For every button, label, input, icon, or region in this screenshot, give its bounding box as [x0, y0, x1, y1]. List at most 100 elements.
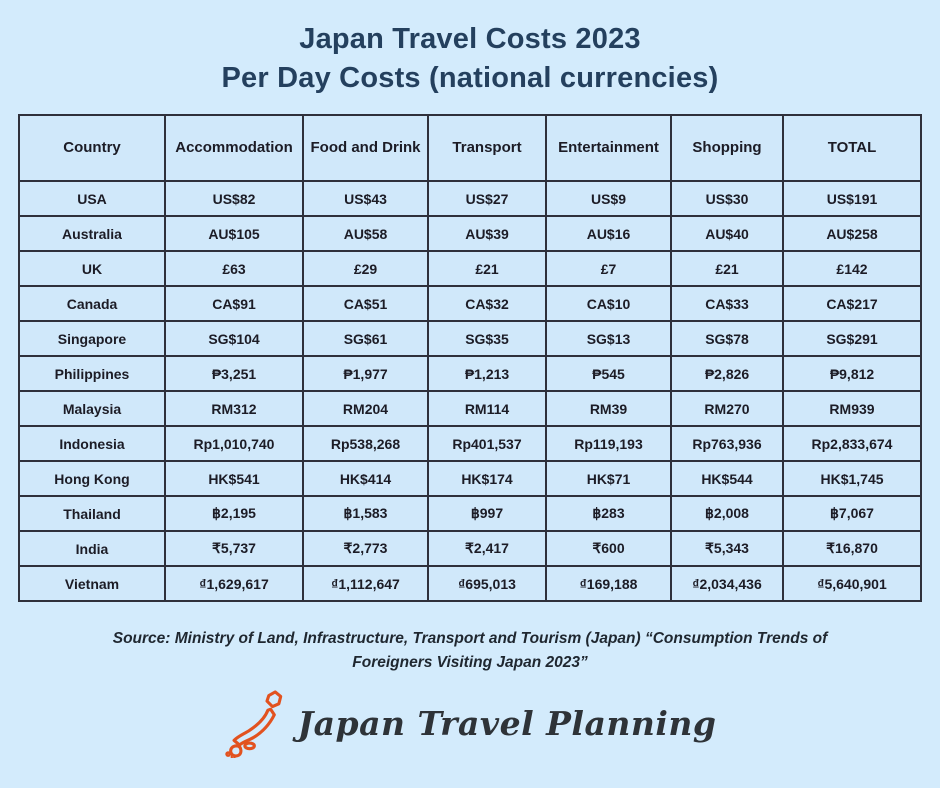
country-cell: Australia [18, 215, 166, 253]
value-cell: ₱1,213 [427, 355, 547, 393]
value-cell: SG$291 [782, 320, 922, 358]
value-cell: ₱1,977 [302, 355, 429, 393]
value-cell: Rp1,010,740 [164, 425, 304, 463]
value-cell: Rp763,936 [670, 425, 784, 463]
country-cell: Canada [18, 285, 166, 323]
page-title: Japan Travel Costs 2023 Per Day Costs (n… [0, 0, 940, 97]
value-cell: CA$217 [782, 285, 922, 323]
value-cell: ₫2,034,436 [670, 565, 784, 603]
column-header: Entertainment [545, 114, 672, 183]
value-cell: HK$541 [164, 460, 304, 498]
logo-text: Japan Travel Planning [297, 703, 717, 743]
column-header: Transport [427, 114, 547, 183]
value-cell: SG$78 [670, 320, 784, 358]
table-row: Philippines ₱3,251 ₱1,977 ₱1,213 ₱545 ₱2,826 ₱… [18, 355, 922, 393]
column-header: Shopping [670, 114, 784, 183]
value-cell: AU$40 [670, 215, 784, 253]
value-cell: AU$105 [164, 215, 304, 253]
value-cell: US$43 [302, 180, 429, 218]
value-cell: ₹2,773 [302, 530, 429, 568]
value-cell: RM270 [670, 390, 784, 428]
value-cell: SG$61 [302, 320, 429, 358]
logo: Japan Travel Planning [0, 688, 940, 759]
value-cell: CA$51 [302, 285, 429, 323]
value-cell: ฿2,195 [164, 495, 304, 533]
column-header: Food and Drink [302, 114, 429, 183]
value-cell: HK$71 [545, 460, 672, 498]
value-cell: RM204 [302, 390, 429, 428]
value-cell: ฿2,008 [670, 495, 784, 533]
value-cell: ₱2,826 [670, 355, 784, 393]
table-row: Hong Kong HK$541 HK$414 HK$174 HK$71 HK$544 HK… [18, 460, 922, 498]
value-cell: ฿283 [545, 495, 672, 533]
page-title-line1: Japan Travel Costs 2023 [299, 23, 641, 55]
value-cell: £21 [670, 250, 784, 288]
value-cell: ₫1,629,617 [164, 565, 304, 603]
value-cell: £142 [782, 250, 922, 288]
column-header: Country [18, 114, 166, 183]
column-header: Accommodation [164, 114, 304, 183]
value-cell: ₫695,013 [427, 565, 547, 603]
country-cell: Hong Kong [18, 460, 166, 498]
country-cell: UK [18, 250, 166, 288]
country-cell: Indonesia [18, 425, 166, 463]
source-note-line1: Source: Ministry of Land, Infrastructure… [112, 630, 828, 648]
value-cell: Rp401,537 [427, 425, 547, 463]
country-cell: Thailand [18, 495, 166, 533]
value-cell: £7 [545, 250, 672, 288]
table-row: USA US$82 US$43 US$27 US$9 US$30 US$191 [18, 180, 922, 218]
value-cell: CA$32 [427, 285, 547, 323]
table-row: Australia AU$105 AU$58 AU$39 AU$16 AU$40 AU$25… [18, 215, 922, 253]
value-cell: ฿7,067 [782, 495, 922, 533]
value-cell: AU$39 [427, 215, 547, 253]
value-cell: CA$10 [545, 285, 672, 323]
value-cell: ₱545 [545, 355, 672, 393]
country-cell: Philippines [18, 355, 166, 393]
value-cell: HK$1,745 [782, 460, 922, 498]
value-cell: ₹5,343 [670, 530, 784, 568]
value-cell: AU$258 [782, 215, 922, 253]
source-note: Source: Ministry of Land, Infrastructure… [50, 627, 890, 675]
table-row: India ₹5,737 ₹2,773 ₹2,417 ₹600 ₹5,343 ₹16,870 [18, 530, 922, 568]
value-cell: £63 [164, 250, 304, 288]
country-cell: Malaysia [18, 390, 166, 428]
value-cell: Rp119,193 [545, 425, 672, 463]
value-cell: RM939 [782, 390, 922, 428]
source-note-line2: Foreigners Visiting Japan 2023” [352, 654, 588, 672]
value-cell: HK$544 [670, 460, 784, 498]
value-cell: SG$104 [164, 320, 304, 358]
value-cell: ₹5,737 [164, 530, 304, 568]
value-cell: ₫1,112,647 [302, 565, 429, 603]
value-cell: ₫5,640,901 [782, 565, 922, 603]
value-cell: SG$35 [427, 320, 547, 358]
country-cell: Singapore [18, 320, 166, 358]
value-cell: ฿1,583 [302, 495, 429, 533]
value-cell: US$9 [545, 180, 672, 218]
value-cell: ₹16,870 [782, 530, 922, 568]
table-row: Thailand ฿2,195 ฿1,583 ฿997 ฿283 ฿2,008 ฿7,067 [18, 495, 922, 533]
value-cell: RM39 [545, 390, 672, 428]
table-row: Vietnam ₫1,629,617 ₫1,112,647 ₫695,013 ₫169,… [18, 565, 922, 603]
value-cell: US$191 [782, 180, 922, 218]
country-cell: Vietnam [18, 565, 166, 603]
table-body: USA US$82 US$43 US$27 US$9 US$30 US$191 Austral… [18, 180, 922, 603]
value-cell: ₱9,812 [782, 355, 922, 393]
table-row: Singapore SG$104 SG$61 SG$35 SG$13 SG$78 SG$29… [18, 320, 922, 358]
table-row: Indonesia Rp1,010,740 Rp538,268 Rp401,537 Rp… [18, 425, 922, 463]
value-cell: ₱3,251 [164, 355, 304, 393]
value-cell: AU$16 [545, 215, 672, 253]
value-cell: ₫169,188 [545, 565, 672, 603]
table-row: Canada CA$91 CA$51 CA$32 CA$10 CA$33 CA$217 [18, 285, 922, 323]
value-cell: CA$91 [164, 285, 304, 323]
value-cell: US$27 [427, 180, 547, 218]
value-cell: US$82 [164, 180, 304, 218]
table-header: Country Accommodation Food and Drink Transp… [18, 114, 922, 183]
value-cell: RM114 [427, 390, 547, 428]
table-header-row: Country Accommodation Food and Drink Transp… [18, 114, 922, 183]
travel-costs-table: Country Accommodation Food and Drink Transp… [18, 114, 922, 603]
value-cell: CA$33 [670, 285, 784, 323]
value-cell: ₹2,417 [427, 530, 547, 568]
value-cell: Rp538,268 [302, 425, 429, 463]
value-cell: AU$58 [302, 215, 429, 253]
value-cell: HK$414 [302, 460, 429, 498]
